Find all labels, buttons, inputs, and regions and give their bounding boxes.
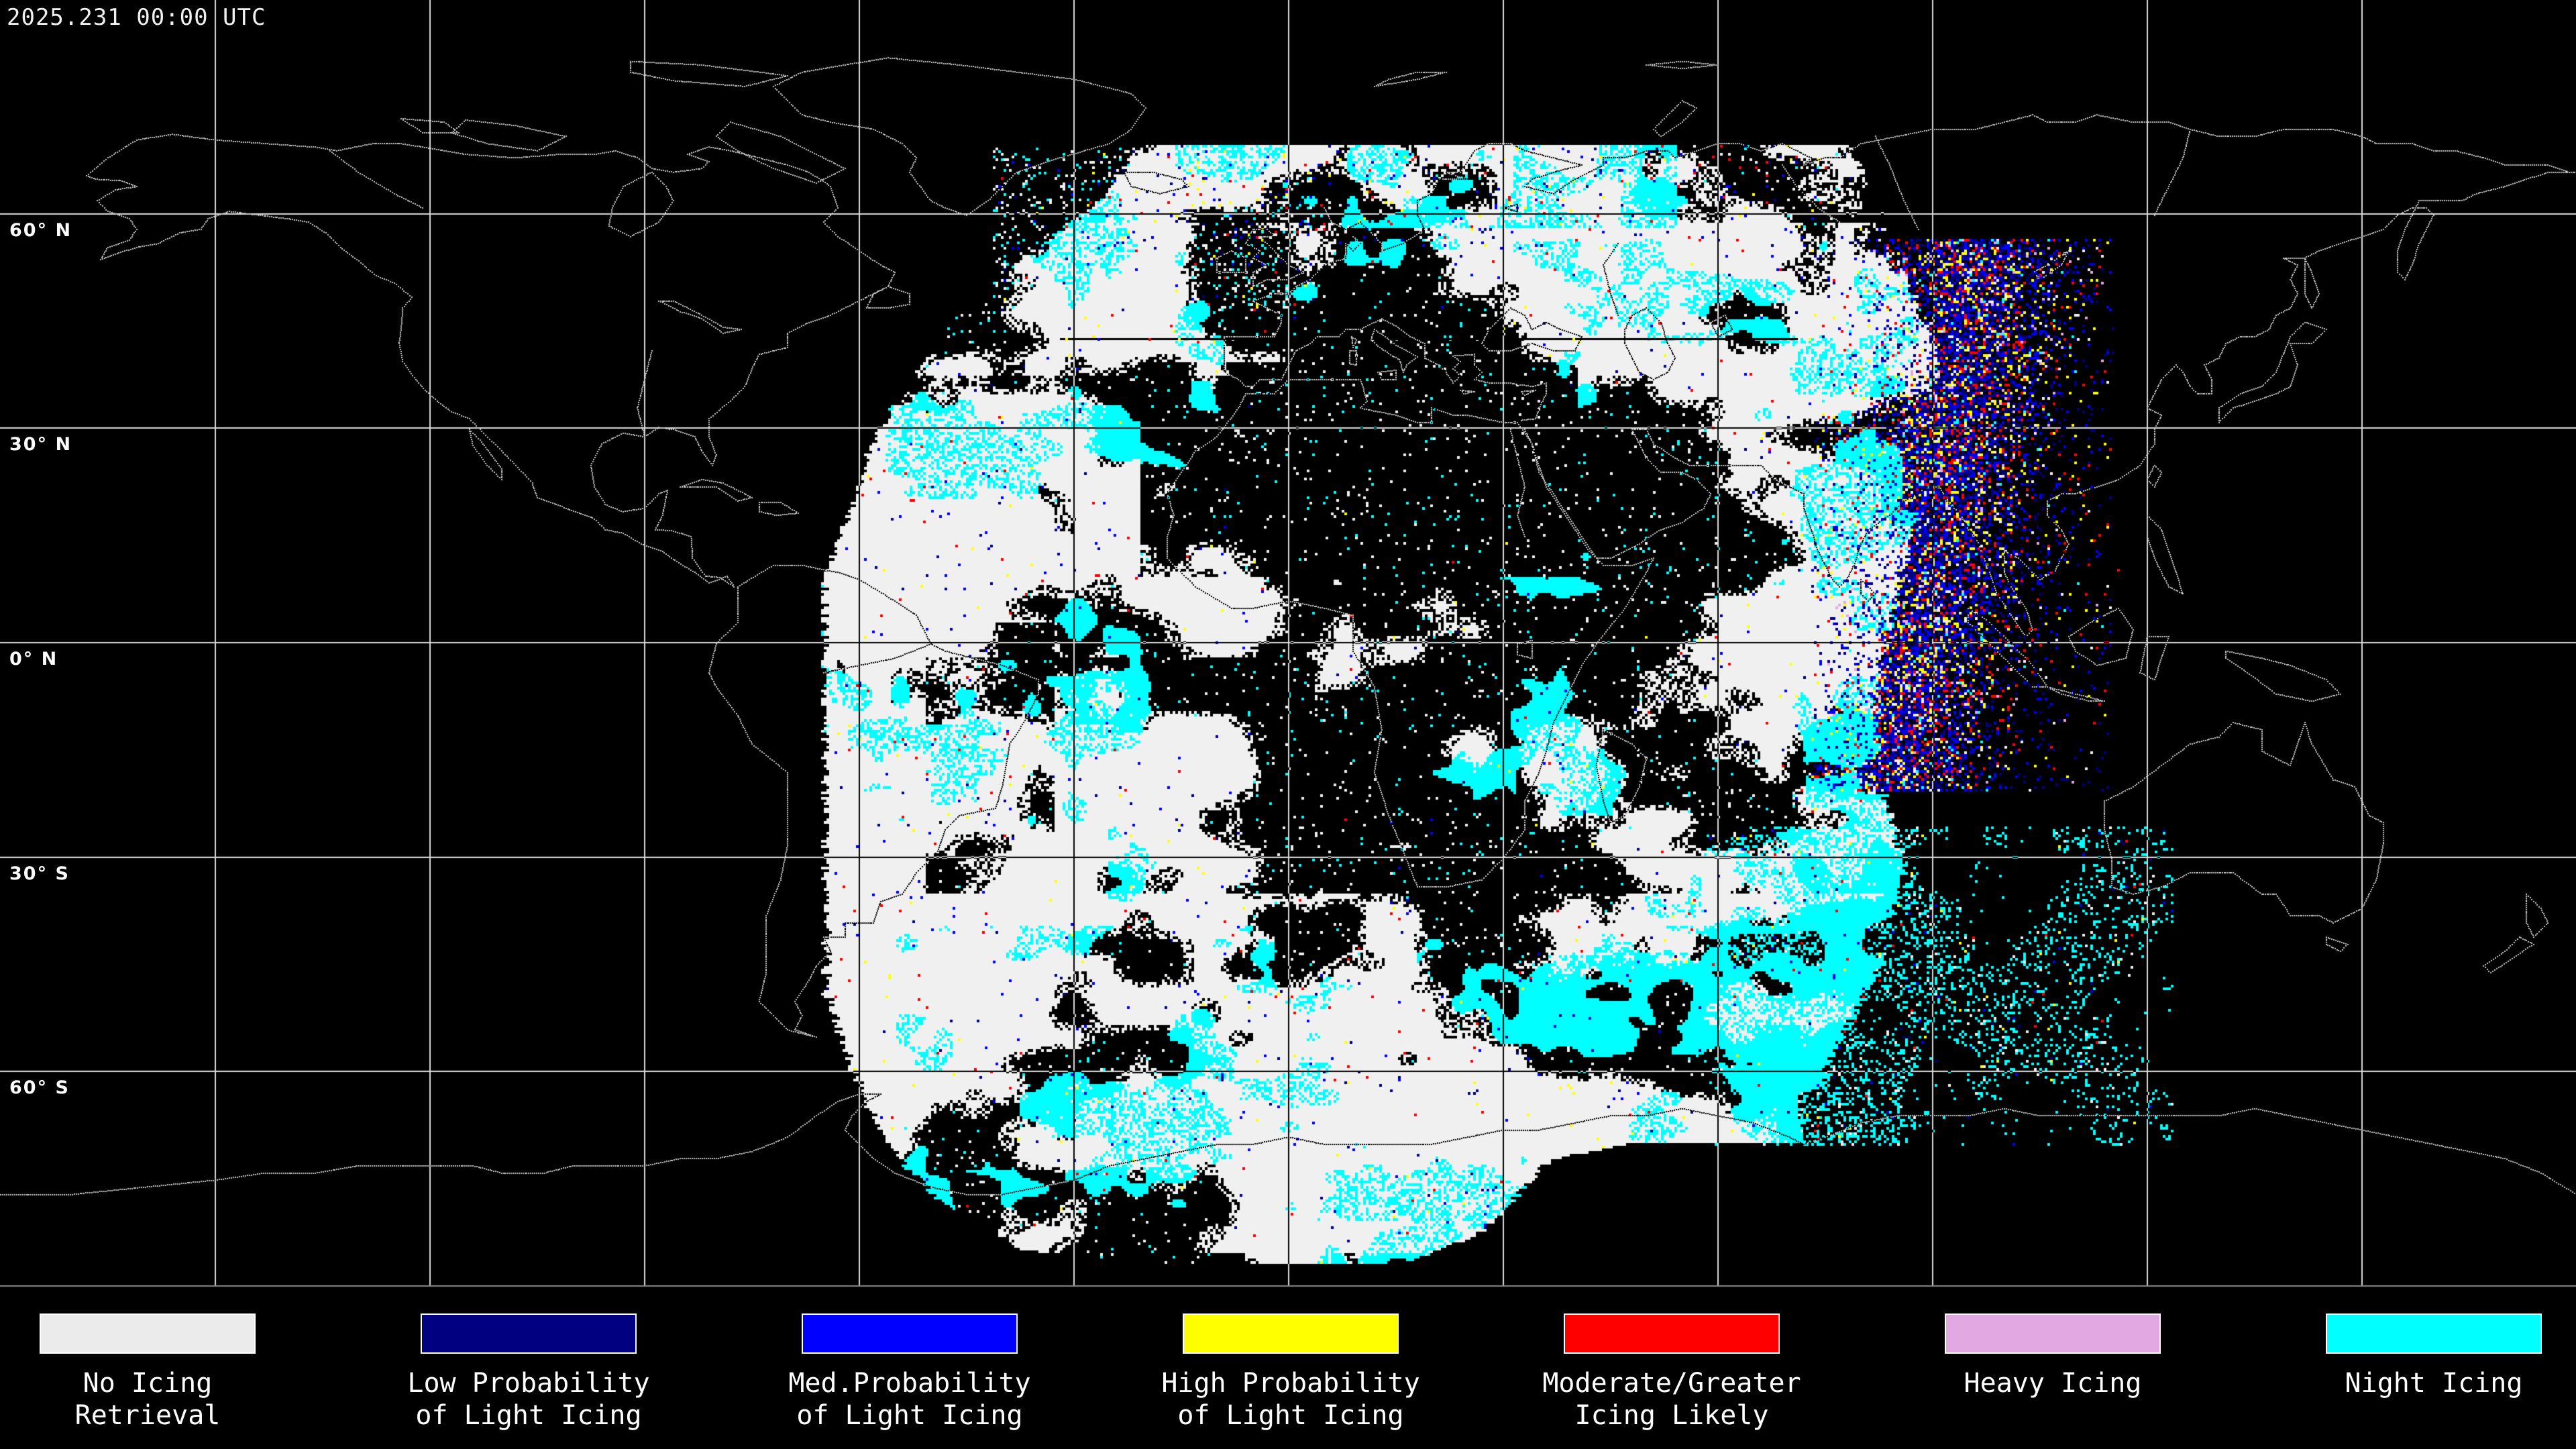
legend-label-line: of Light Icing — [415, 1400, 642, 1431]
legend-swatch — [802, 1313, 1018, 1354]
legend-item: High Probability of Light Icing — [1103, 1288, 1479, 1432]
legend-label-line: of Light Icing — [1177, 1400, 1404, 1431]
legend-label-line: Heavy Icing — [1964, 1368, 2142, 1399]
latitude-label: 30° N — [9, 434, 72, 455]
legend-item: Low Probability of Light Icing — [341, 1288, 716, 1432]
legend-label: High Probability of Light Icing — [1103, 1367, 1479, 1432]
legend: No Icing Retrieval Low Probability of Light… — [0, 1288, 2576, 1449]
legend-label-line: High Probability — [1161, 1368, 1420, 1399]
legend-label: Low Probability of Light Icing — [341, 1367, 716, 1432]
latitude-label: 30° S — [9, 863, 70, 884]
legend-item: Heavy Icing — [1865, 1288, 2241, 1399]
legend-swatch — [40, 1313, 256, 1354]
legend-label-line: of Light Icing — [796, 1400, 1023, 1431]
legend-label: Night Icing — [2246, 1367, 2576, 1399]
legend-label: Med.Probability of Light Icing — [722, 1367, 1097, 1432]
legend-item: Night Icing — [2246, 1288, 2576, 1399]
legend-swatch — [1564, 1313, 1780, 1354]
latitude-label: 60° N — [9, 219, 72, 241]
legend-swatch — [1183, 1313, 1399, 1354]
legend-label-line: Low Probability — [407, 1368, 650, 1399]
legend-item: No Icing Retrieval — [0, 1288, 335, 1432]
legend-label-line: Med.Probability — [788, 1368, 1031, 1399]
legend-label: Heavy Icing — [1865, 1367, 2241, 1399]
legend-label-line: Icing Likely — [1574, 1400, 1769, 1431]
legend-label: Moderate/Greater Icing Likely — [1484, 1367, 1860, 1432]
world-map-canvas — [0, 0, 2576, 1288]
legend-label-line: Retrieval — [74, 1400, 221, 1431]
legend-item: Med.Probability of Light Icing — [722, 1288, 1097, 1432]
legend-label-line: Night Icing — [2345, 1368, 2523, 1399]
legend-swatch — [2326, 1313, 2542, 1354]
legend-item: Moderate/Greater Icing Likely — [1484, 1288, 1860, 1432]
latitude-label: 0° N — [9, 649, 58, 670]
legend-swatch — [421, 1313, 637, 1354]
legend-label: No Icing Retrieval — [0, 1367, 335, 1432]
legend-swatch — [1945, 1313, 2161, 1354]
timestamp: 2025.231 00:00 UTC — [7, 4, 266, 31]
legend-label-line: Moderate/Greater — [1542, 1368, 1801, 1399]
latitude-label: 60° S — [9, 1077, 70, 1099]
legend-label-line: No Icing — [83, 1368, 213, 1399]
